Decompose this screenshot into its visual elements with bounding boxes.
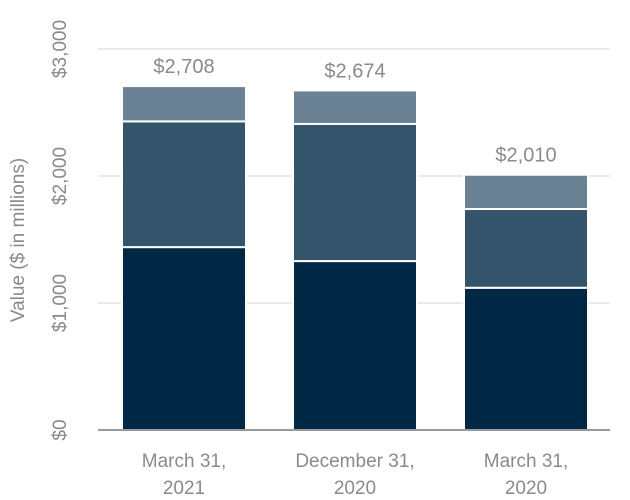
total-label: $2,674 (324, 60, 385, 82)
y-tick-label: $3,000 (50, 20, 71, 78)
x-tick-label: March 31, 2021 (142, 451, 226, 499)
bar-segment (292, 260, 418, 431)
x-tick-line: December 31, (295, 451, 414, 472)
bar-segment (463, 208, 589, 289)
x-tick-line: March 31, (142, 451, 226, 472)
total-label: $2,010 (495, 145, 556, 167)
total-labels: $2,708 $2,674 $2,010 (153, 56, 556, 167)
bar-segment (292, 89, 418, 125)
x-tick-label: March 31, 2020 (484, 451, 568, 499)
bars (121, 85, 589, 432)
bar-segment (121, 246, 247, 431)
bar-segment (121, 120, 247, 249)
y-tick-label: $1,000 (50, 274, 71, 332)
x-tick-line: 2021 (163, 478, 205, 499)
bar-segment (121, 85, 247, 123)
bar-segment (292, 122, 418, 263)
total-label: $2,708 (153, 56, 214, 78)
bar-segment (463, 173, 589, 211)
bar-segment (463, 286, 589, 432)
y-tick-label: $0 (50, 419, 71, 440)
x-tick-line: 2020 (505, 478, 547, 499)
y-axis-label: Value ($ in millions) (8, 158, 29, 322)
x-axis-ticks: March 31, 2021 December 31, 2020 March 31, 20… (142, 451, 568, 499)
x-tick-line: 2020 (334, 478, 376, 499)
y-axis-ticks: $0 $1,000 $2,000 $3,000 (50, 20, 71, 441)
x-tick-label: December 31, 2020 (295, 451, 414, 499)
x-tick-line: March 31, (484, 451, 568, 472)
y-tick-label: $2,000 (50, 147, 71, 205)
